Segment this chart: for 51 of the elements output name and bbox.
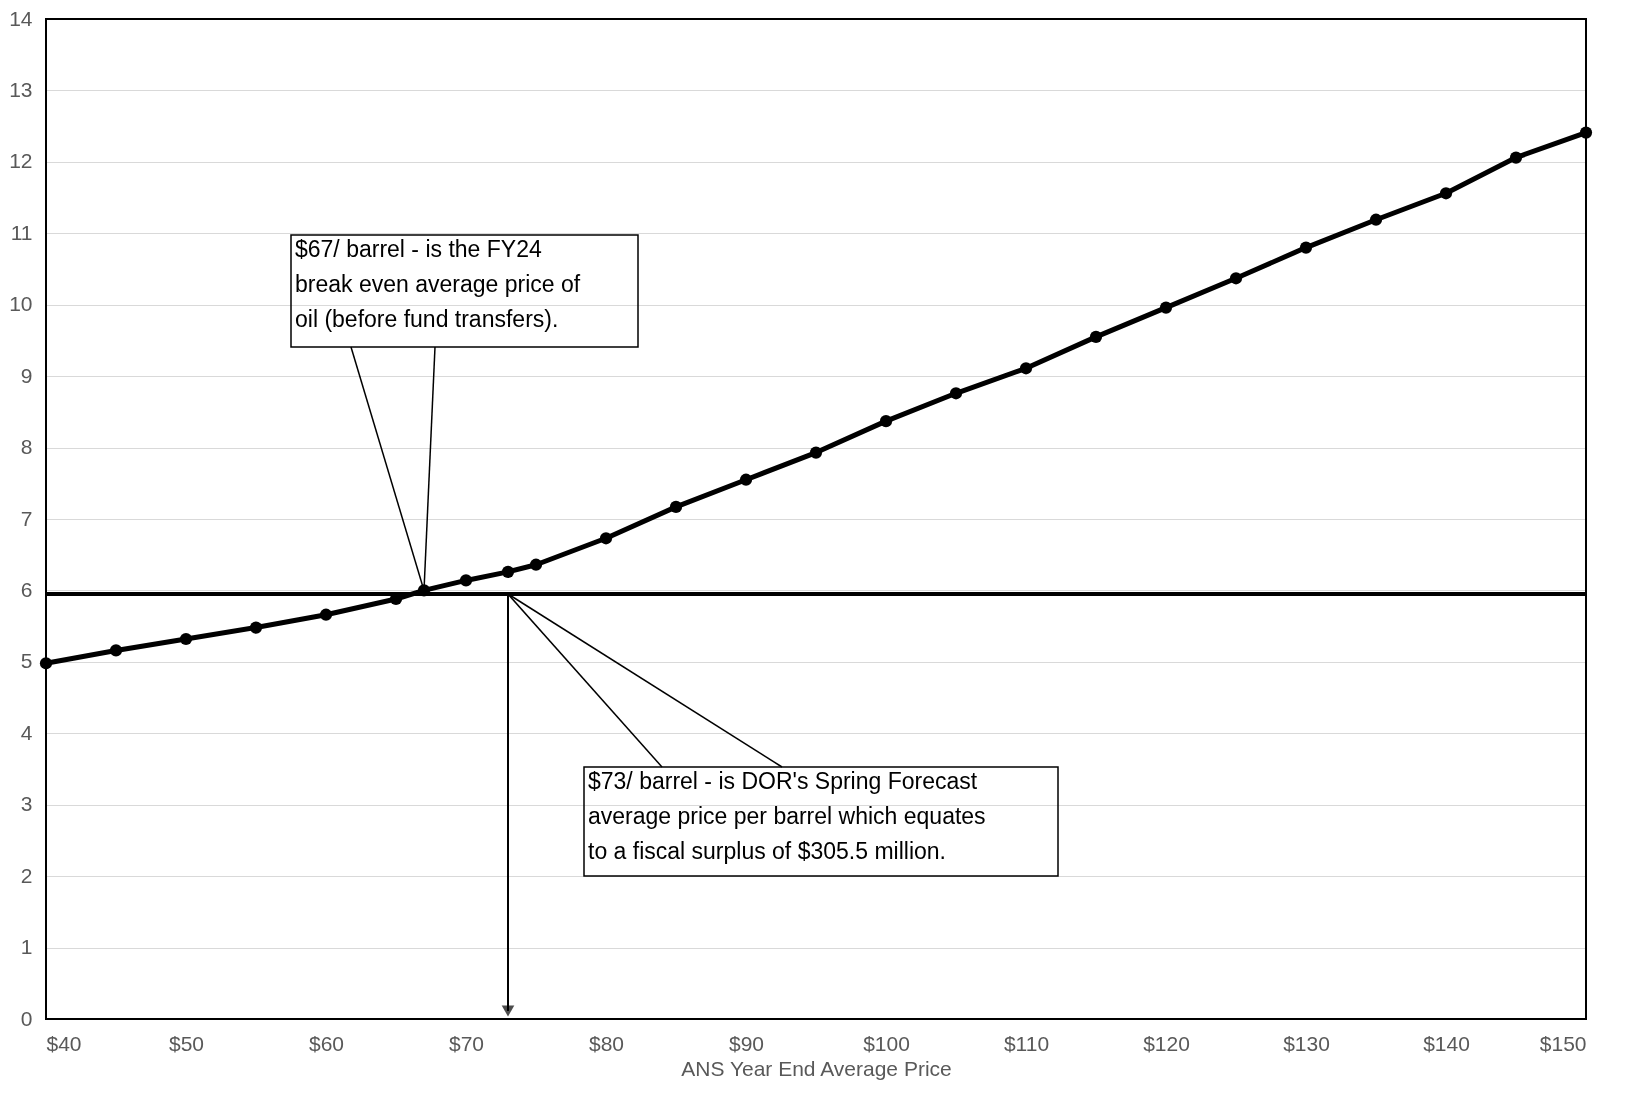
y-tick-label: 11 <box>10 220 33 244</box>
annotation: $73/ barrel - is DOR's Spring Forecast average price per barrel which equates to a fiscal surplus of $305.5 million. <box>588 768 986 864</box>
x-tick-label: $40 <box>46 1031 82 1055</box>
point <box>739 473 753 486</box>
x-tick-label: $60 <box>308 1031 345 1055</box>
y-tick-label: 12 <box>9 149 33 173</box>
x-tick-label: $90 <box>728 1031 765 1055</box>
point <box>1509 151 1523 164</box>
y-tick-label: 1 <box>20 935 33 959</box>
point <box>459 574 473 587</box>
x-tick-label: $100 <box>863 1031 910 1055</box>
x-tick-label: $130 <box>1283 1031 1330 1055</box>
x-tick-label: $50 <box>168 1031 205 1055</box>
y-tick-label: 8 <box>20 435 33 459</box>
x-tick-label: $120 <box>1143 1031 1190 1055</box>
point <box>249 621 263 634</box>
y-tick-label: 10 <box>9 292 33 316</box>
point <box>1229 272 1243 285</box>
y-tick-label: 14 <box>9 6 33 30</box>
x-tick-label: $70 <box>448 1031 485 1055</box>
point <box>1159 301 1173 314</box>
y-tick-label: 3 <box>20 792 33 816</box>
x-tick-label: $110 <box>1003 1031 1050 1055</box>
annotation: $67/ barrel - is the FY24 break even average price of oil (before fund transfers). <box>295 236 581 332</box>
point <box>809 446 823 459</box>
point <box>1369 213 1383 226</box>
point <box>599 532 613 545</box>
point <box>1089 330 1103 343</box>
point <box>109 644 123 657</box>
y-tick-label: 6 <box>20 577 33 601</box>
x-tick-label: $150 <box>1539 1031 1587 1055</box>
y-tick-label: 7 <box>20 506 33 530</box>
y-tick-label: 9 <box>20 363 33 387</box>
point <box>179 632 193 646</box>
point <box>1019 362 1033 375</box>
point <box>319 608 333 621</box>
y-tick-label: 2 <box>20 863 33 887</box>
y-tick-label: 0 <box>20 1006 33 1030</box>
point <box>501 565 515 578</box>
point <box>529 558 543 571</box>
point <box>669 500 683 513</box>
point <box>949 387 963 400</box>
y-tick-label: 5 <box>20 649 33 673</box>
x-tick-label: $140 <box>1423 1031 1470 1055</box>
y-tick-label: 13 <box>9 77 33 101</box>
y-tick-label: 4 <box>20 720 33 744</box>
point <box>1299 241 1313 254</box>
x-tick-label: $80 <box>588 1031 625 1055</box>
x-axis-title: ANS Year End Average Price <box>681 1056 952 1080</box>
point <box>879 415 893 428</box>
point <box>1439 187 1453 200</box>
